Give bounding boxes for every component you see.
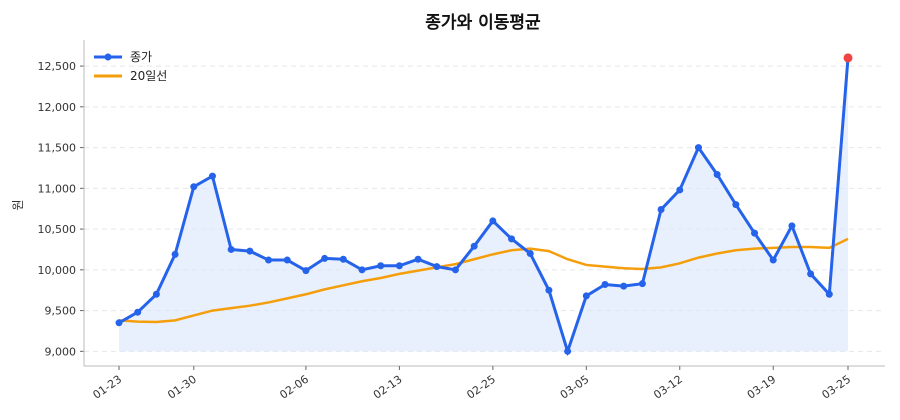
x-tick-label: 03-12 bbox=[651, 373, 685, 402]
close-point bbox=[713, 170, 721, 178]
close-point bbox=[788, 222, 796, 230]
y-tick-label: 10,000 bbox=[38, 264, 77, 277]
x-tick-label: 02-06 bbox=[277, 373, 311, 402]
close-point bbox=[638, 280, 646, 288]
close-point bbox=[358, 266, 366, 274]
ma20-line bbox=[118, 237, 849, 324]
close-point bbox=[339, 255, 347, 263]
legend-close-label: 종가 bbox=[130, 50, 152, 64]
close-point bbox=[395, 262, 403, 270]
y-tick-label: 11,000 bbox=[38, 182, 77, 195]
y-tick-label: 11,500 bbox=[38, 142, 77, 155]
close-point bbox=[246, 247, 254, 255]
y-tick-label: 12,000 bbox=[38, 101, 77, 114]
y-tick-label: 9,000 bbox=[45, 345, 77, 358]
x-tick-label: 01-30 bbox=[165, 373, 199, 402]
close-point bbox=[433, 263, 441, 271]
close-point bbox=[152, 290, 160, 298]
y-tick-label: 12,500 bbox=[38, 60, 77, 73]
close-last-point bbox=[843, 53, 853, 63]
close-point bbox=[564, 347, 572, 355]
close-point bbox=[769, 256, 777, 264]
x-tick-label: 03-25 bbox=[820, 373, 854, 402]
legend: 종가 20일선 bbox=[94, 50, 167, 83]
close-point bbox=[620, 282, 628, 290]
x-tick-label: 02-25 bbox=[464, 373, 498, 402]
close-area-fill bbox=[119, 57, 848, 352]
close-point bbox=[545, 286, 553, 294]
close-point bbox=[134, 308, 142, 316]
legend-ma20-label: 20일선 bbox=[130, 69, 167, 83]
close-point bbox=[414, 255, 422, 263]
close-point bbox=[732, 201, 740, 209]
close-line bbox=[118, 57, 850, 357]
y-axis-label: 원 bbox=[11, 199, 25, 210]
close-point bbox=[825, 290, 833, 298]
close-point bbox=[377, 262, 385, 270]
close-point bbox=[451, 266, 459, 274]
close-point bbox=[208, 172, 216, 180]
x-tick-label: 01-23 bbox=[91, 373, 125, 402]
close-point bbox=[190, 183, 198, 191]
close-point bbox=[601, 281, 609, 288]
close-point bbox=[582, 292, 590, 300]
close-point bbox=[676, 186, 684, 194]
close-point bbox=[526, 250, 534, 258]
chart-title: 종가와 이동평균 bbox=[425, 13, 541, 33]
x-tick-label: 02-13 bbox=[371, 373, 405, 402]
close-point bbox=[694, 144, 702, 152]
x-tick-label: 03-19 bbox=[745, 373, 779, 402]
close-point bbox=[115, 319, 123, 327]
y-tick-label: 10,500 bbox=[38, 223, 77, 236]
close-point bbox=[283, 256, 291, 264]
close-point bbox=[657, 206, 665, 214]
close-point bbox=[171, 250, 179, 258]
close-point bbox=[302, 267, 310, 275]
close-point bbox=[470, 242, 478, 250]
y-tick-label: 9,500 bbox=[45, 305, 77, 318]
close-point bbox=[807, 270, 815, 278]
close-point bbox=[508, 235, 516, 243]
legend-close-marker bbox=[104, 53, 112, 61]
close-point bbox=[489, 217, 497, 225]
close-point bbox=[321, 254, 329, 262]
close-point bbox=[265, 256, 273, 264]
close-point bbox=[227, 245, 235, 253]
close-point bbox=[751, 229, 759, 237]
x-tick-label: 03-05 bbox=[558, 373, 592, 402]
